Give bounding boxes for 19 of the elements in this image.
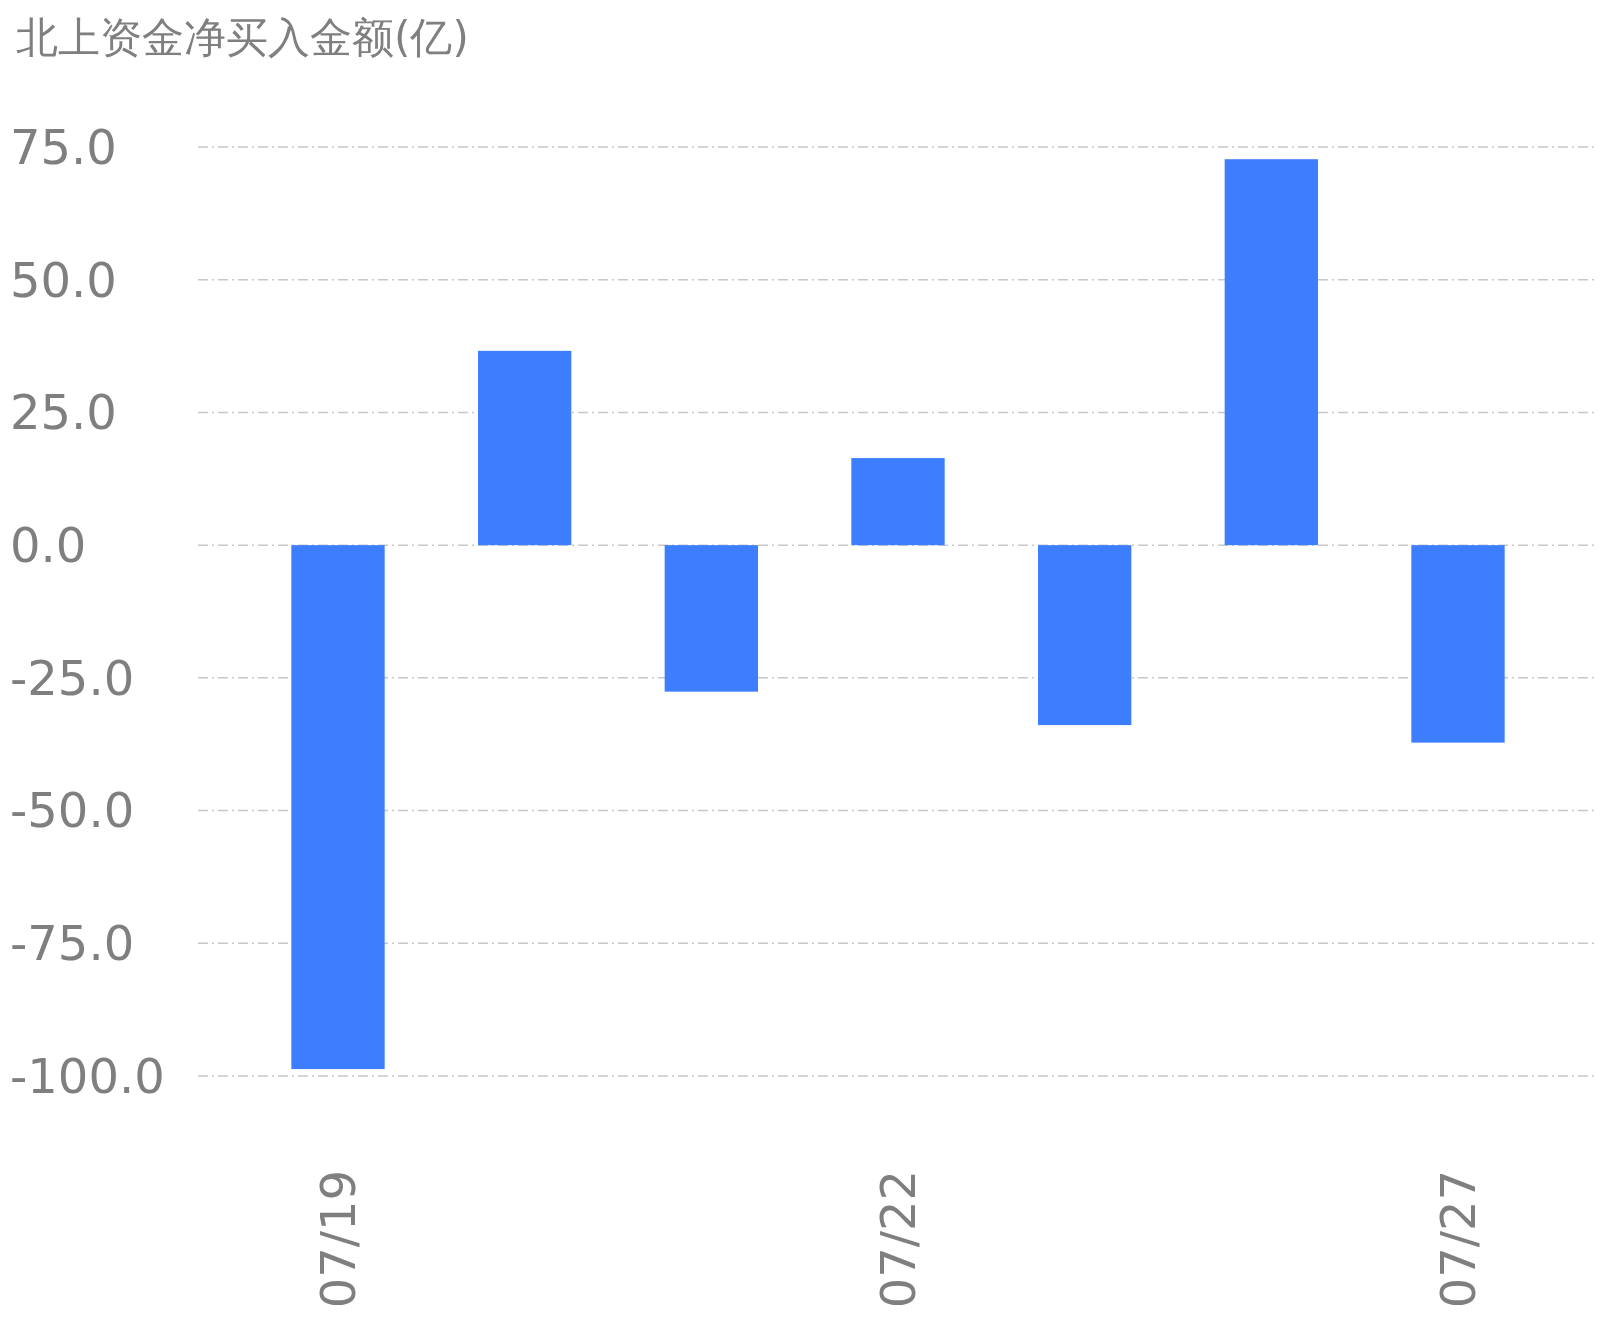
y-tick-label: -100.0	[10, 1047, 165, 1104]
bar	[478, 350, 572, 546]
y-tick-label: 0.0	[10, 516, 87, 573]
bar	[1038, 545, 1132, 726]
x-tick-label: 07/19	[309, 1170, 366, 1309]
bar	[851, 458, 945, 546]
bar	[664, 545, 758, 692]
y-tick-label: -25.0	[10, 649, 135, 706]
y-tick-label: 50.0	[10, 251, 117, 308]
x-tick-label: 07/22	[869, 1170, 926, 1309]
y-tick-label: 75.0	[10, 118, 117, 175]
y-tick-label: -50.0	[10, 782, 135, 839]
bar	[1224, 159, 1318, 546]
y-tick-label: 25.0	[10, 384, 117, 441]
x-tick-label: 07/27	[1429, 1170, 1486, 1309]
y-tick-label: -75.0	[10, 915, 135, 972]
bar	[291, 545, 385, 1070]
bar	[1411, 545, 1505, 743]
chart-title: 北上资金净买入金额(亿)	[16, 13, 469, 62]
